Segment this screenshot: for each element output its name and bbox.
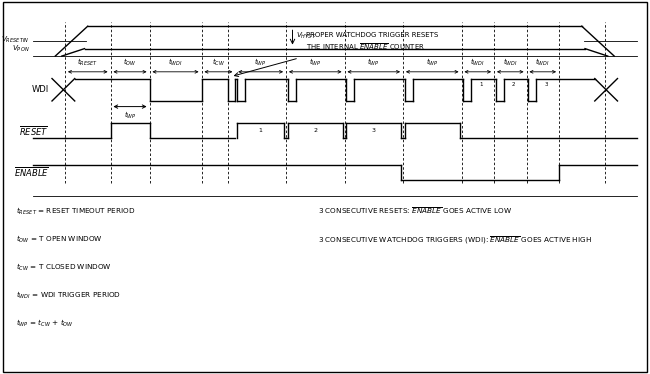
Text: 2: 2 xyxy=(512,82,515,87)
Text: $t_{CW}$: $t_{CW}$ xyxy=(212,57,225,68)
Text: $t_{WP}$ = $t_{CW}$ + $t_{OW}$: $t_{WP}$ = $t_{CW}$ + $t_{OW}$ xyxy=(16,318,74,329)
Text: $\overline{RESET}$: $\overline{RESET}$ xyxy=(20,124,49,138)
Text: $t_{WP}$: $t_{WP}$ xyxy=(124,110,136,121)
Text: 1: 1 xyxy=(259,128,263,134)
Text: $t_{WP}$: $t_{WP}$ xyxy=(367,57,380,68)
Text: 3 CONSECUTIVE RESETS: $\overline{ENABLE}$ GOES ACTIVE LOW: 3 CONSECUTIVE RESETS: $\overline{ENABLE}… xyxy=(318,206,513,217)
Text: $V_{PON}$: $V_{PON}$ xyxy=(12,43,29,54)
Text: $V_{HYST}$: $V_{HYST}$ xyxy=(296,30,316,41)
Text: $t_{CW}$ = T CLOSED WINDOW: $t_{CW}$ = T CLOSED WINDOW xyxy=(16,262,112,273)
Text: $t_{WDI}$: $t_{WDI}$ xyxy=(503,57,517,68)
Text: $t_{WDI}$: $t_{WDI}$ xyxy=(471,57,485,68)
Text: $t_{WP}$: $t_{WP}$ xyxy=(309,57,322,68)
Text: $t_{WDI}$: $t_{WDI}$ xyxy=(168,57,183,68)
Text: WDI: WDI xyxy=(31,85,49,94)
Text: 3 CONSECUTIVE WATCHDOG TRIGGERS (WDI): $\overline{ENABLE}$ GOES ACTIVE HIGH: 3 CONSECUTIVE WATCHDOG TRIGGERS (WDI): $… xyxy=(318,234,592,246)
Text: $t_{WP}$: $t_{WP}$ xyxy=(426,57,439,68)
Text: $t_{OW}$: $t_{OW}$ xyxy=(124,57,136,68)
Text: 3: 3 xyxy=(372,128,376,134)
Text: $t_{WDI}$ = WDI TRIGGER PERIOD: $t_{WDI}$ = WDI TRIGGER PERIOD xyxy=(16,290,122,301)
Text: $t_{RESET}$ = RESET TIMEOUT PERIOD: $t_{RESET}$ = RESET TIMEOUT PERIOD xyxy=(16,206,136,217)
Text: $t_{OW}$ = T OPEN WINDOW: $t_{OW}$ = T OPEN WINDOW xyxy=(16,234,103,245)
Text: $V_{RESETIN}$: $V_{RESETIN}$ xyxy=(1,35,29,45)
Text: $\overline{ENABLE}$: $\overline{ENABLE}$ xyxy=(14,165,49,179)
Text: $t_{RESET}$: $t_{RESET}$ xyxy=(77,57,98,68)
Text: 2: 2 xyxy=(313,128,317,134)
Text: 1: 1 xyxy=(479,82,483,87)
Text: $t_{WDI}$: $t_{WDI}$ xyxy=(536,57,550,68)
Text: 3: 3 xyxy=(544,82,548,87)
Text: PROPER WATCHDOG TRIGGER RESETS
THE INTERNAL $\overline{ENABLE}$ COUNTER: PROPER WATCHDOG TRIGGER RESETS THE INTER… xyxy=(306,32,437,52)
Text: $t_{WP}$: $t_{WP}$ xyxy=(254,57,267,68)
